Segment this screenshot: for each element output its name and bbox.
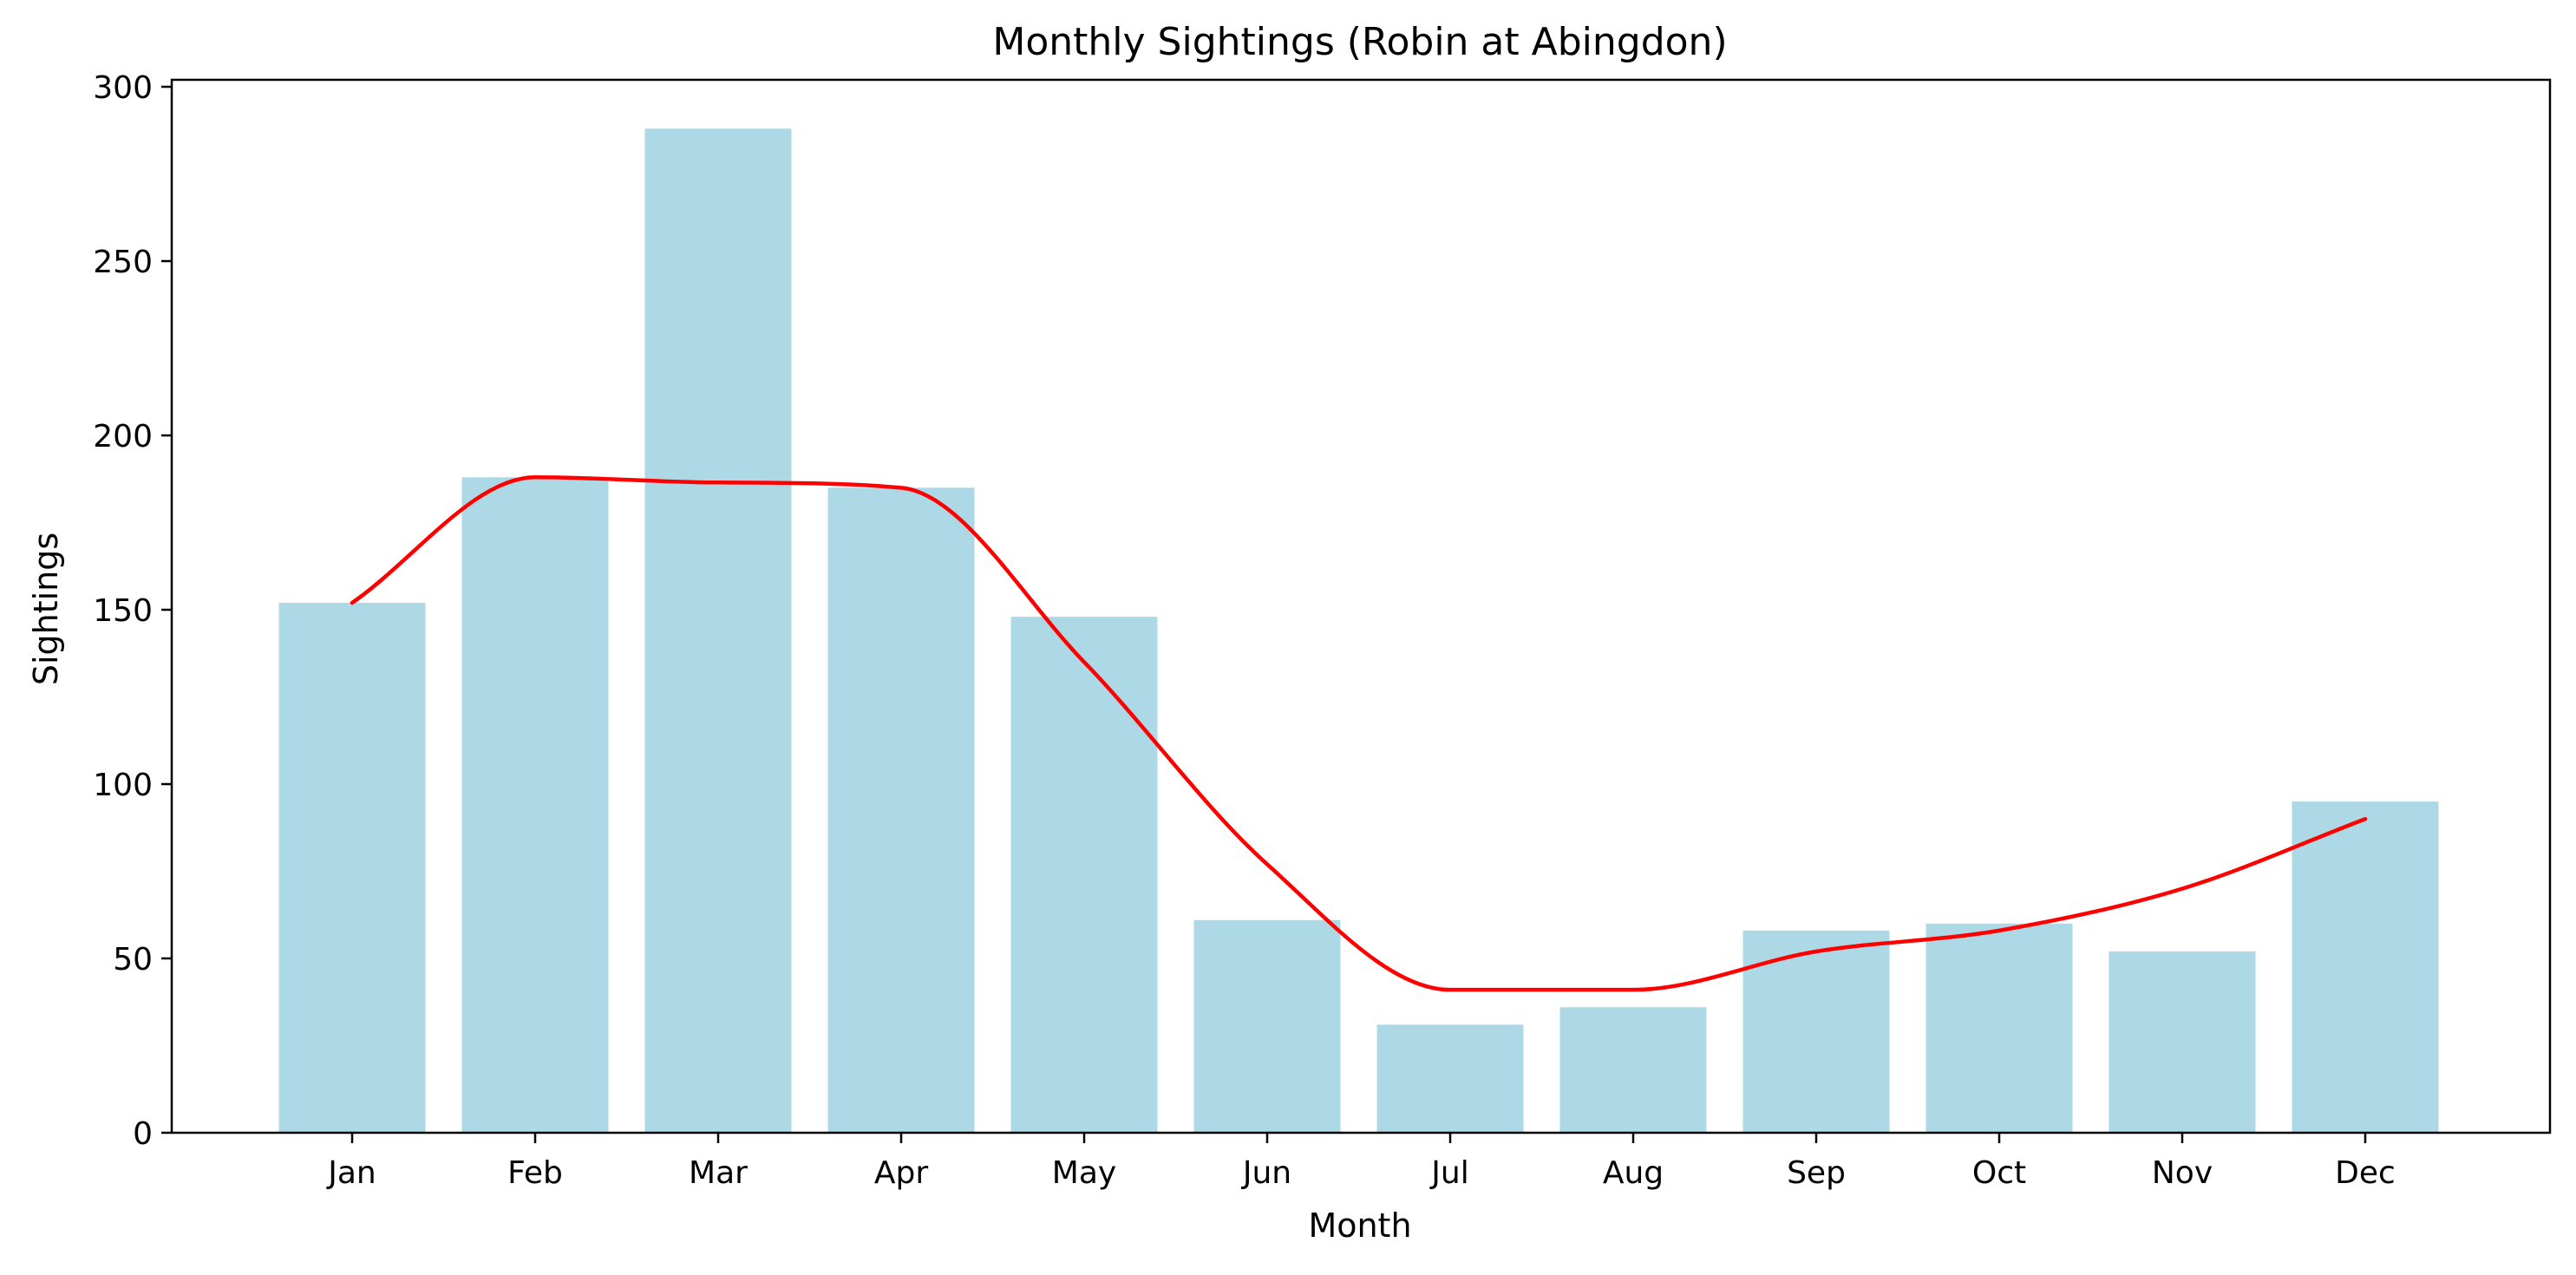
x-tick-label: Mar bbox=[689, 1155, 748, 1191]
bar-jan bbox=[278, 602, 426, 1133]
trend-line bbox=[350, 475, 2368, 992]
x-tick-label: Nov bbox=[2152, 1155, 2213, 1191]
x-tick-label: Jan bbox=[326, 1155, 376, 1191]
bars-layer bbox=[278, 128, 2439, 1133]
x-tick-label: Sep bbox=[1787, 1155, 1846, 1191]
axes-layer bbox=[170, 78, 2552, 1134]
y-tick-label: 300 bbox=[93, 70, 153, 106]
bar-apr bbox=[827, 487, 975, 1133]
bar-jun bbox=[1193, 919, 1341, 1133]
x-tick-label: Aug bbox=[1603, 1155, 1664, 1191]
y-tick-label: 100 bbox=[93, 768, 153, 803]
x-axis-label: Month bbox=[1308, 1206, 1411, 1245]
x-tick-label: Jun bbox=[1241, 1155, 1291, 1191]
x-tick-label: Dec bbox=[2335, 1155, 2396, 1191]
y-tick-label: 0 bbox=[133, 1116, 153, 1152]
chart-title: Monthly Sightings (Robin at Abingdon) bbox=[992, 20, 1727, 64]
x-tick-label: Jul bbox=[1429, 1155, 1468, 1191]
y-tick-label: 250 bbox=[93, 245, 153, 280]
x-tick-label: Apr bbox=[874, 1155, 928, 1191]
y-axis-label: Sightings bbox=[27, 533, 65, 685]
bar-feb bbox=[461, 477, 609, 1133]
y-ticks-layer: 0 50 100 150 200 250 300 bbox=[93, 70, 172, 1152]
bar-nov bbox=[2109, 951, 2256, 1133]
y-tick-label: 200 bbox=[93, 419, 153, 454]
x-tick-label: Oct bbox=[1972, 1155, 2026, 1191]
plot-frame bbox=[170, 78, 2552, 1134]
bar-aug bbox=[1559, 1007, 1707, 1133]
bar-may bbox=[1010, 617, 1158, 1133]
bar-dec bbox=[2292, 801, 2439, 1133]
x-ticks-layer: Jan Feb Mar Apr May Jun Jul Aug Sep Oct Nov Dec bbox=[326, 1133, 2396, 1191]
bar-jul bbox=[1376, 1024, 1524, 1133]
x-tick-label: Feb bbox=[507, 1155, 563, 1191]
bar-oct bbox=[1925, 923, 2073, 1133]
y-tick-label: 50 bbox=[113, 942, 153, 978]
y-tick-label: 150 bbox=[93, 593, 153, 629]
trend-layer bbox=[350, 475, 2368, 992]
x-tick-label: May bbox=[1052, 1155, 1116, 1191]
bar-mar bbox=[644, 128, 792, 1133]
bar-sep bbox=[1742, 930, 1890, 1133]
